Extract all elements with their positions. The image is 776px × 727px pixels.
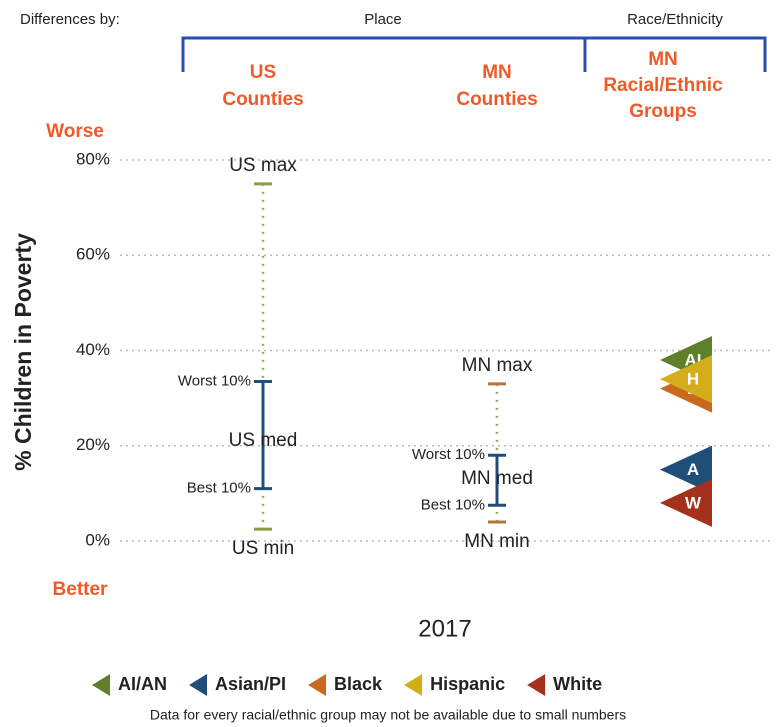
column-title: MN: [482, 62, 512, 83]
median-label: MN med: [461, 468, 533, 489]
group-marker: [660, 478, 712, 527]
legend-label: Hispanic: [430, 674, 505, 694]
legend-swatch: [404, 674, 423, 696]
marker-letter: W: [685, 493, 702, 512]
legend-label: Black: [334, 674, 383, 694]
min-label: MN min: [464, 531, 529, 552]
column-title: Racial/Ethnic: [603, 75, 723, 96]
y-tick-label: 40%: [76, 340, 110, 359]
y-tick-label: 20%: [76, 435, 110, 454]
y-tick-label: 80%: [76, 149, 110, 168]
column-title: Counties: [222, 89, 303, 110]
y-tick-label: 60%: [76, 245, 110, 264]
min-label: US min: [232, 538, 294, 559]
column-title: Counties: [456, 89, 537, 110]
marker-letter: H: [687, 370, 699, 389]
legend-swatch: [189, 674, 207, 696]
legend-swatch: [527, 674, 546, 696]
decile-label: Best 10%: [421, 496, 485, 513]
better-label: Better: [53, 579, 109, 600]
group-marker: [660, 445, 712, 494]
legend-swatch: [92, 674, 110, 696]
worse-label: Worse: [46, 121, 104, 142]
max-label: US max: [229, 155, 297, 176]
group-marker: [660, 355, 712, 404]
max-label: MN max: [462, 355, 533, 376]
legend-label: AI/AN: [118, 674, 167, 694]
legend-swatch: [308, 674, 327, 696]
decile-label: Best 10%: [187, 480, 251, 497]
decile-label: Worst 10%: [412, 446, 485, 463]
group-label: Place: [364, 11, 402, 28]
legend-label: Asian/PI: [215, 674, 286, 694]
x-axis-label: 2017: [418, 615, 471, 642]
legend-label: White: [553, 674, 602, 694]
bracket: [181, 36, 767, 72]
median-label: US med: [229, 430, 298, 451]
group-label: Race/Ethnicity: [627, 11, 723, 28]
differences-by: Differences by:: [20, 11, 120, 28]
y-tick-label: 0%: [85, 530, 110, 549]
column-title: Groups: [629, 101, 697, 122]
column-title: US: [250, 62, 276, 83]
y-axis-label: % Children in Poverty: [10, 233, 36, 471]
marker-letter: A: [687, 460, 699, 479]
footnote: Data for every racial/ethnic group may n…: [150, 707, 626, 723]
column-title: MN: [648, 49, 678, 70]
decile-label: Worst 10%: [178, 372, 251, 389]
